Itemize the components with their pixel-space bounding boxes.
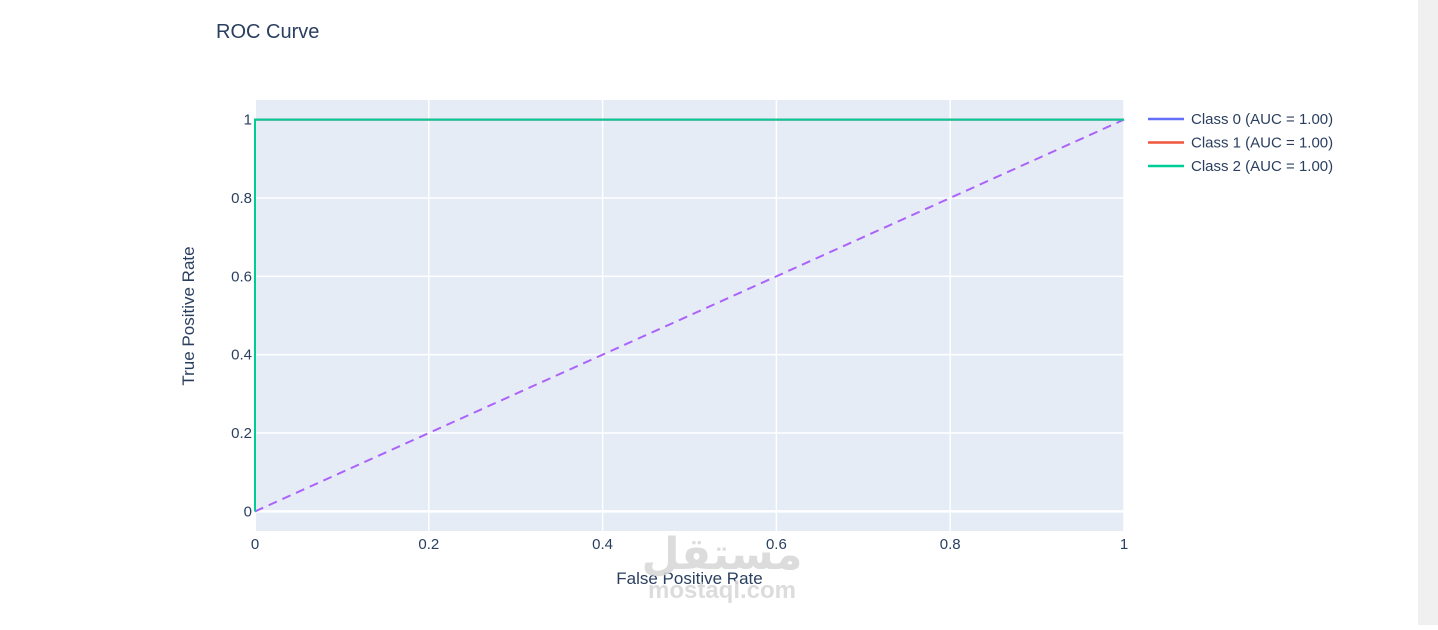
- x-tick-label: 0.4: [592, 536, 613, 553]
- chart-svg: ROC Curve 0 0.2 0.4 0.6 0.8 1 0 0.2 0.4 0.6 0.8 1 F…: [179, 21, 1333, 588]
- tick-labels: 0 0.2 0.4 0.6 0.8 1 0 0.2 0.4 0.6 0.8 1: [231, 112, 1128, 553]
- roc-chart: ROC Curve 0 0.2 0.4 0.6 0.8 1 0 0.2 0.4 0.6 0.8 1 F…: [179, 21, 1333, 588]
- x-tick-label: 0.2: [418, 536, 439, 553]
- series-line-class-2: [254, 118, 1124, 512]
- x-axis-title: False Positive Rate: [616, 569, 762, 588]
- y-tick-label: 0.4: [231, 347, 252, 364]
- chart-title: ROC Curve: [216, 21, 319, 43]
- y-tick-label: 0.8: [231, 190, 252, 207]
- page-scrollbar[interactable]: [1418, 0, 1438, 625]
- x-tick-label: 0.6: [766, 536, 787, 553]
- data-lines: [254, 118, 1125, 513]
- legend[interactable]: Class 0 (AUC = 1.00) Class 1 (AUC = 1.00)…: [1148, 111, 1333, 175]
- legend-label-class-1: Class 1 (AUC = 1.00): [1191, 135, 1333, 152]
- y-tick-label: 0.2: [231, 425, 252, 442]
- x-tick-label: 0: [251, 536, 259, 553]
- y-tick-label: 0: [244, 503, 252, 520]
- y-tick-label: 0.6: [231, 268, 252, 285]
- y-tick-label: 1: [244, 112, 252, 129]
- plot-background: [255, 100, 1124, 531]
- x-tick-label: 0.8: [940, 536, 961, 553]
- x-tick-label: 1: [1120, 536, 1128, 553]
- reference-line: [254, 118, 1125, 513]
- y-axis-title: True Positive Rate: [179, 246, 198, 385]
- legend-label-class-0: Class 0 (AUC = 1.00): [1191, 111, 1333, 128]
- legend-label-class-2: Class 2 (AUC = 1.00): [1191, 158, 1333, 175]
